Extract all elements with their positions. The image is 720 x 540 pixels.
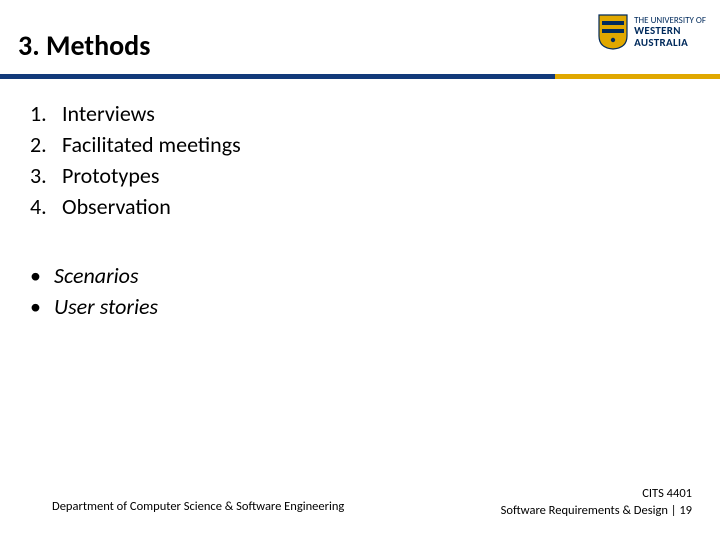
logo-line3: AUSTRALIA <box>634 37 706 49</box>
list-text: User stories <box>54 293 158 320</box>
footer-right-line1: CITS 4401 <box>501 486 692 503</box>
slide-title: 3. Methods <box>18 28 150 63</box>
logo-text: THE UNIVERSITY OF WESTERN AUSTRALIA <box>634 16 706 49</box>
bullet-list: • Scenarios • User stories <box>30 262 690 320</box>
list-item: 3. Prototypes <box>30 162 690 189</box>
crest-icon <box>598 14 628 50</box>
list-text: Observation <box>62 193 171 220</box>
footer-left: Department of Computer Science & Softwar… <box>52 499 344 514</box>
slide: 3. Methods THE UNIVERSITY OF WESTERN AUS… <box>0 0 720 540</box>
list-text: Prototypes <box>62 162 159 189</box>
list-item: 4. Observation <box>30 193 690 220</box>
list-item: • Scenarios <box>30 262 690 289</box>
bullet-char: • <box>30 296 54 318</box>
divider <box>0 74 720 79</box>
uwa-logo: THE UNIVERSITY OF WESTERN AUSTRALIA <box>598 14 706 50</box>
list-number: 1. <box>30 100 62 127</box>
list-text: Facilitated meetings <box>62 131 241 158</box>
list-item: • User stories <box>30 293 690 320</box>
list-text: Scenarios <box>54 262 139 289</box>
logo-line2: WESTERN <box>634 25 706 37</box>
body: 1. Interviews 2. Facilitated meetings 3.… <box>30 100 690 324</box>
numbered-list: 1. Interviews 2. Facilitated meetings 3.… <box>30 100 690 220</box>
list-item: 2. Facilitated meetings <box>30 131 690 158</box>
list-number: 2. <box>30 131 62 158</box>
list-text: Interviews <box>62 100 155 127</box>
header: 3. Methods THE UNIVERSITY OF WESTERN AUS… <box>0 0 720 72</box>
list-number: 4. <box>30 193 62 220</box>
footer-right: CITS 4401 Software Requirements & Design… <box>501 486 692 520</box>
footer-right-line2: Software Requirements & Design | 19 <box>501 503 692 520</box>
list-number: 3. <box>30 162 62 189</box>
list-item: 1. Interviews <box>30 100 690 127</box>
bullet-char: • <box>30 265 54 287</box>
